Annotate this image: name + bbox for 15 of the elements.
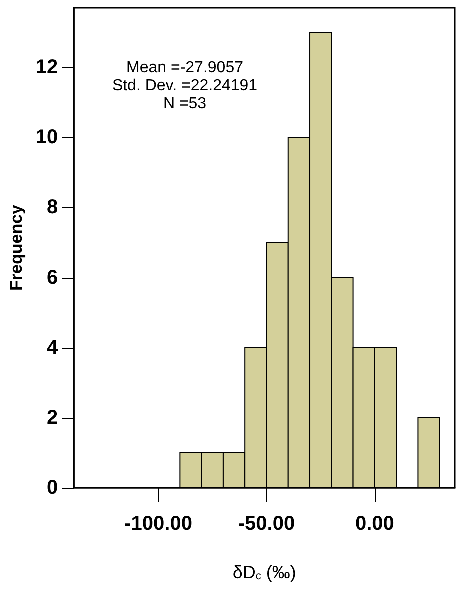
y-tick-label: 6	[47, 266, 58, 289]
x-axis-title: δDc (‰)	[232, 562, 296, 582]
x-tick-label: 0.00	[355, 513, 394, 535]
x-tick-label: -50.00	[238, 513, 296, 535]
annotation: Std. Dev. =22.24191	[112, 78, 258, 94]
y-tick-label: 8	[47, 196, 58, 219]
annotation: N =53	[163, 96, 207, 112]
y-tick-label: 4	[47, 336, 60, 359]
x-tick-label: -100.00	[124, 513, 192, 535]
y-tick-label: 2	[47, 406, 58, 429]
y-tick-label: 10	[36, 126, 58, 149]
y-tick-label: 0	[47, 477, 58, 499]
y-tick-label: 12	[36, 56, 58, 79]
y-axis-title: Frequency	[7, 204, 26, 291]
annotation: Mean =-27.9057	[126, 60, 244, 76]
